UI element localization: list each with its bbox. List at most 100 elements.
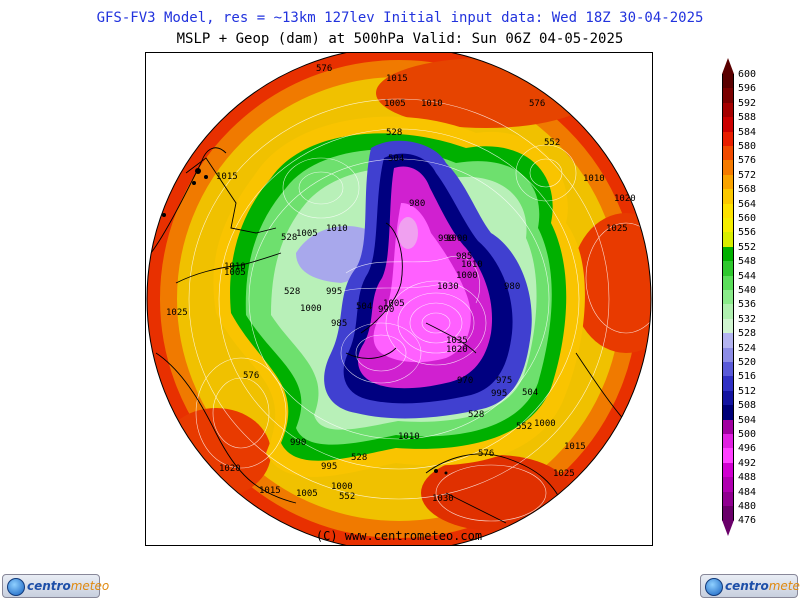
isobar-label: 1020 [446,345,468,355]
isobar-label: 1010 [326,224,348,234]
isobar-label: 980 [409,199,425,209]
islands [158,168,448,475]
isobar-label: 504 [522,388,538,398]
colorbar-label: 580 [738,141,757,152]
isobar-label: 576 [316,64,332,74]
isobar-label: 990 [290,438,306,448]
colorbar-swatch [722,390,734,406]
low-core [398,217,418,249]
colorbar-top-arrow [722,58,734,74]
centrometeo-logo-left[interactable]: centrometeo [2,574,109,598]
colorbar-swatch [722,318,734,334]
colorbar-swatch [722,232,734,248]
colorbar-label: 532 [738,313,757,325]
colorbar-label: 564 [738,198,757,210]
model-title: GFS-FV3 Model, res = ~13km 127lev Initia… [96,10,704,26]
isobar-label: 1025 [606,224,628,234]
isobar-label: 1005 [224,268,246,278]
colorbar-label: 488 [738,472,757,484]
isobar-label: 576 [478,449,494,459]
isobar-label: 1010 [398,432,420,442]
isobar-label: 995 [326,287,342,297]
isobar-label: 1020 [614,194,636,204]
colorbar-label: 528 [738,328,757,340]
isobar-label: 980 [504,282,520,292]
isobar-label: 995 [321,462,337,472]
isobar-label: 1030 [437,282,459,292]
isobar-label: 1035 [446,336,468,346]
isobar-label: 1000 [446,234,468,244]
colorbar-swatch [722,102,734,118]
isobar-label: 1025 [553,469,575,479]
isobar-label: 1015 [386,74,408,84]
isobar-label: 985 [331,319,347,329]
map-disc-border [146,53,652,545]
colorbar-label: 568 [738,184,757,196]
isobar-label: 1005 [296,489,318,499]
colorbar-swatch [722,448,734,464]
colorbar-label: 520 [738,357,757,368]
isobar-label: 1010 [224,262,246,272]
isobar-label: 504 [388,154,404,164]
isobar-label: 1000 [534,419,556,429]
colorbar-swatch [722,405,734,421]
colorbar-swatch [722,203,734,219]
globe-icon [7,578,25,596]
isobar-label: 975 [496,376,512,386]
isobar-label: 970 [457,376,473,386]
isobar-label: 1015 [564,442,586,452]
isobar-label: 576 [529,99,545,109]
colorbar-swatch [722,362,734,377]
colorbar-swatch [722,462,734,478]
colorbar-label: 556 [738,227,757,239]
isobar-label: 990 [378,305,394,315]
colorbar-label: 584 [738,126,757,138]
colorbar-label: 548 [738,256,757,268]
colorbar-label: 592 [738,97,757,109]
colorbar-label: 492 [738,457,757,469]
colorbar-label: 484 [738,486,757,498]
isobar-label: 552 [516,422,532,432]
isobar-label: 528 [284,287,300,297]
colorbar-label: 588 [738,112,757,124]
isobar-label: 1015 [216,172,238,182]
colorbar-label: 544 [738,270,757,282]
colorbar-swatch [722,88,734,104]
map-panel: 576 1015 1010 1005 528 576 552 504 1015 1010 1020 9… [145,52,653,546]
isobar-label: 1025 [166,308,188,318]
colorbar-swatch [722,376,734,392]
colorbar-label: 600 [738,69,757,80]
colorbar-label: 512 [738,385,757,397]
colorbar-swatch [722,304,734,320]
colorbar-swatch [722,347,734,363]
centrometeo-logo-right[interactable]: centrometeo [700,574,800,598]
colorbar-swatch [722,146,734,161]
isobar-label: 576 [243,371,259,381]
colorbar-label: 480 [738,501,757,512]
isobar-label: 1000 [300,304,322,314]
isobar-label: 1010 [421,99,443,109]
isobar-label: 528 [281,233,297,243]
colorbar-swatch [722,491,734,507]
globe-icon [705,578,723,596]
colorbar-swatch [722,477,734,493]
colorbar-label: 496 [738,443,757,455]
isobar-label: 1015 [259,486,281,496]
colorbar-label: 500 [738,429,757,440]
isobar-label: 1010 [461,260,483,270]
colorbar-swatch [722,174,734,190]
isobar-label: 552 [544,138,560,148]
logo-wordmark: centrometeo [725,579,800,593]
isobar-label: 528 [468,410,484,420]
colorbar-swatch [722,160,734,176]
colorbar-swatch [722,506,734,521]
isobar-label: 528 [386,128,402,138]
colorbar-label: 516 [738,371,757,383]
colorbar-label: 508 [738,400,757,412]
isobar-label: 1010 [583,174,605,184]
colorbar-label: 560 [738,213,757,224]
isobar-label: 1030 [432,494,454,504]
colorbar-swatch [722,333,734,349]
isobar-label: 1005 [383,299,405,309]
